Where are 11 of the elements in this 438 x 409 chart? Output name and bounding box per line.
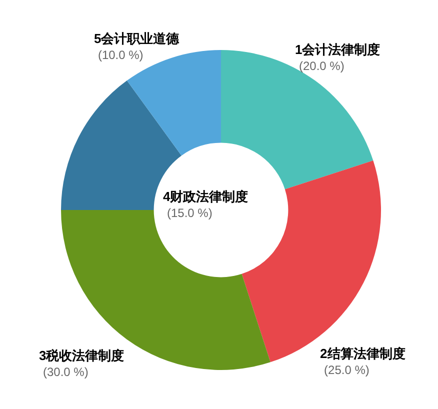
data-label: (25.0 %) — [324, 363, 370, 377]
data-label: (20.0 %) — [299, 59, 344, 73]
slice-label: 3税收法律制度 — [39, 348, 124, 363]
donut-slice — [126, 50, 221, 156]
data-label: (15.0 %) — [167, 206, 212, 220]
slice-label: 2结算法律制度 — [320, 346, 406, 361]
slice-label: 4财政法律制度 — [163, 189, 248, 204]
slice-label: 5会计职业道德 — [94, 30, 180, 46]
slice-label: 1会计法律制度 — [295, 42, 380, 57]
data-label: (10.0 %) — [98, 48, 144, 62]
data-label: (30.0 %) — [43, 365, 88, 379]
